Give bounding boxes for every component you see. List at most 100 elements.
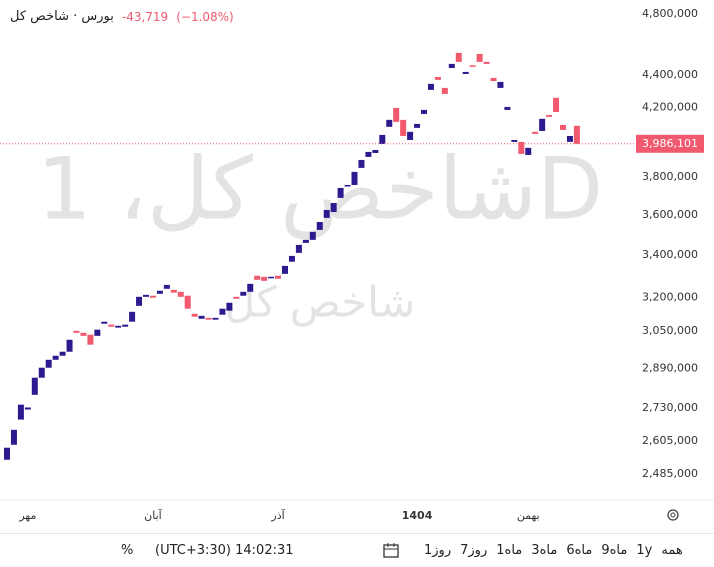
candle-body [490, 77, 497, 81]
candle-body [247, 283, 254, 292]
range-button[interactable]: 1روز [424, 543, 452, 558]
candle-body [73, 330, 80, 333]
candle-body [288, 255, 295, 262]
y-tick-label: 2,730,000 [642, 401, 698, 414]
y-tick-label: 4,200,000 [642, 100, 698, 113]
price-label-box [636, 134, 704, 153]
candle-body [122, 324, 129, 327]
range-button[interactable]: 6ماه [566, 543, 593, 558]
candle-body [379, 134, 386, 144]
candle-body [573, 125, 580, 144]
y-tick-label: 2,485,000 [642, 467, 698, 480]
y-tick-label: 3,200,000 [642, 290, 698, 303]
candle-body [87, 334, 94, 345]
candle-body [282, 265, 288, 274]
candle-body [149, 295, 156, 298]
candle-body [115, 325, 122, 328]
chart: شاخص کل، 1D شاخص کل 4,800,0004,400,0004,… [0, 7, 714, 522]
range-button[interactable]: 1y [636, 543, 653, 558]
candle-body [518, 141, 525, 154]
candle-body [184, 295, 191, 309]
range-button[interactable]: 9ماه [601, 543, 628, 558]
candle-body [497, 81, 504, 88]
candle-body [59, 351, 66, 356]
candle-body [156, 290, 163, 294]
candle-body [483, 61, 490, 64]
candle-body [219, 308, 226, 315]
candle-body [10, 429, 17, 445]
candle-body [532, 131, 539, 134]
header-title: بورس · شاخص کل [10, 9, 114, 24]
candle-body [268, 276, 275, 279]
watermark-small: شاخص کل [225, 278, 416, 327]
candle-body [143, 294, 149, 297]
candle-body [275, 275, 282, 279]
candle-body [94, 329, 101, 336]
percent-toggle[interactable]: % [121, 543, 134, 558]
candle-body [170, 289, 177, 293]
candle-body [546, 114, 553, 117]
candle-body [469, 65, 476, 67]
candle-body [455, 52, 462, 62]
candle-body [240, 291, 247, 296]
candle-body [198, 315, 205, 319]
range-button[interactable]: 7روز [460, 543, 488, 558]
candle-body [38, 367, 45, 378]
candle-body [24, 407, 31, 410]
candle-body [372, 149, 379, 153]
clock: (UTC+3:30) 14:02:31 [155, 543, 294, 558]
candle-body [393, 107, 400, 122]
candle-body [66, 339, 73, 352]
candle-body [539, 118, 546, 131]
candle-body [136, 296, 143, 306]
candle-body [226, 302, 233, 311]
candle-body [316, 221, 323, 230]
candle-body [302, 239, 309, 243]
candle-body [386, 119, 393, 127]
x-tick-label: مهر [18, 509, 36, 522]
y-tick-label: 4,400,000 [642, 68, 698, 81]
candle-body [52, 355, 59, 360]
settings-icon[interactable] [667, 509, 679, 521]
range-button[interactable]: 1ماه [496, 543, 523, 558]
candle-body [163, 284, 170, 289]
candle-body [358, 159, 365, 168]
y-tick-label: 3,050,000 [642, 324, 698, 337]
candle-body [427, 83, 434, 90]
price-label: 3,986,101 [642, 137, 698, 150]
candle-body [323, 209, 330, 218]
y-tick-label: 3,600,000 [642, 208, 698, 221]
candle-body [448, 63, 455, 68]
candle-body [129, 311, 136, 322]
toolbar: % (UTC+3:30) 14:02:31 1روز 7روز 1ماه 3ماه 6م… [0, 533, 714, 567]
range-button[interactable]: 3ماه [531, 543, 558, 558]
candle-body [295, 244, 302, 253]
candle-body [434, 76, 441, 80]
candle-body [80, 332, 87, 336]
y-tick-label: 3,400,000 [642, 248, 698, 261]
candle-body [462, 71, 469, 74]
change-percent: (−1.08%) [176, 9, 234, 24]
candle-body [45, 359, 52, 368]
candle-body [511, 139, 518, 142]
candle-body [525, 147, 532, 155]
candle-body [309, 231, 316, 240]
candle-body [414, 123, 421, 128]
candle-body [254, 275, 261, 280]
range-button[interactable]: همه [661, 543, 683, 558]
candle-body [191, 313, 198, 317]
y-tick-label: 4,800,000 [642, 7, 698, 20]
candle-body [330, 203, 337, 213]
candle-body [365, 151, 372, 157]
candle-body [177, 291, 184, 297]
y-tick-label: 2,890,000 [642, 361, 698, 374]
y-tick-label: 3,800,000 [642, 170, 698, 183]
candle-body [351, 171, 358, 185]
x-tick-label: 1404 [402, 509, 433, 522]
x-tick-label: آذر [270, 508, 285, 522]
candle-body [441, 87, 448, 94]
calendar-icon[interactable] [381, 541, 401, 561]
header: بورس · شاخص کل -43,719 (−1.08%) [10, 9, 234, 24]
candle-body [476, 53, 483, 62]
